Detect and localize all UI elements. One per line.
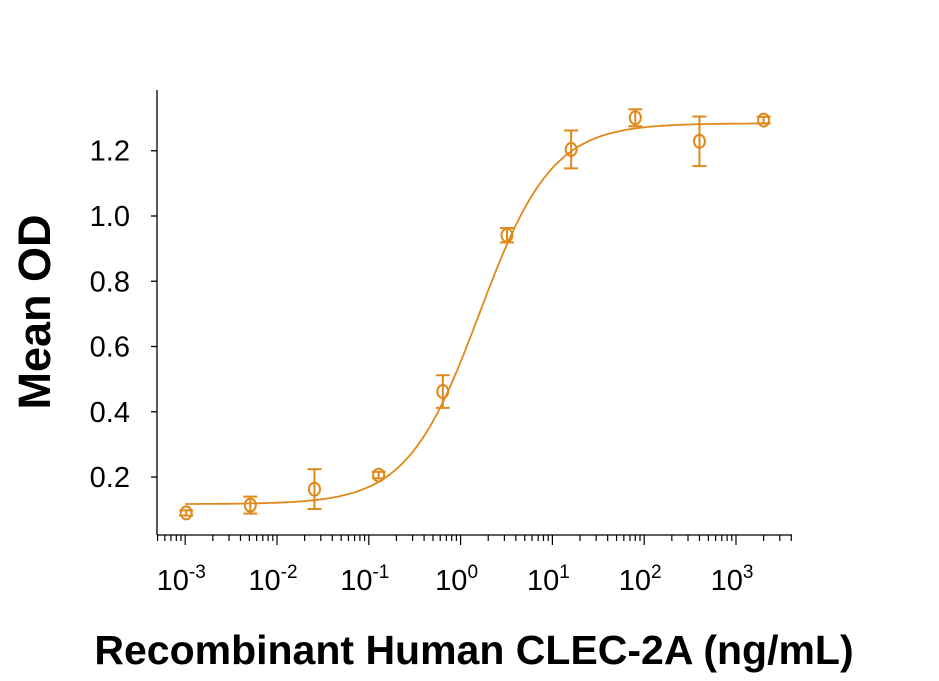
x-tick-exponent: -1 (372, 562, 389, 583)
x-tick-exponent: 1 (559, 562, 570, 583)
data-point (564, 129, 579, 170)
fit-curve-group (185, 122, 764, 505)
y-tick-label: 1.2 (90, 136, 130, 168)
x-axis-title: Recombinant Human CLEC-2A (ng/mL) (94, 627, 853, 673)
data-point (307, 468, 322, 511)
x-tick-base: 10 (619, 565, 651, 597)
x-tick-base: 10 (248, 565, 280, 597)
y-ticks: 0.2 0.4 0.6 0.8 1.0 1.2 (90, 136, 157, 494)
data-point (628, 108, 643, 128)
y-tick-label: 0.6 (90, 332, 130, 364)
x-tick-base: 10 (435, 565, 467, 597)
y-tick-label: 0.4 (90, 397, 130, 429)
x-tick-base: 10 (340, 565, 372, 597)
x-ticks: 10-3 10-2 10-1 100 101 102 103 (157, 535, 792, 597)
point-marker (564, 141, 578, 157)
x-tick-base: 10 (711, 565, 743, 597)
y-axis-title: Mean OD (9, 214, 60, 409)
point-marker (692, 133, 706, 149)
data-point (243, 495, 258, 515)
point-marker (757, 112, 771, 128)
x-tick-label: 10-1 (340, 562, 389, 597)
data-point (371, 467, 386, 483)
x-tick-label: 102 (619, 562, 662, 597)
data-points (179, 108, 771, 521)
y-tick-label: 0.2 (90, 462, 130, 494)
data-point (435, 374, 450, 409)
x-tick-base: 10 (527, 565, 559, 597)
x-tick-label: 10-3 (157, 562, 206, 597)
x-tick-exponent: 0 (467, 562, 478, 583)
x-tick-label: 103 (711, 562, 754, 597)
point-marker (243, 497, 257, 513)
x-tick-base: 10 (157, 565, 189, 597)
x-tick-exponent: -2 (281, 562, 298, 583)
point-marker (372, 467, 386, 483)
x-tick-exponent: 3 (743, 562, 754, 583)
point-marker (436, 384, 450, 400)
point-marker (500, 227, 514, 243)
x-tick-label: 10-2 (248, 562, 297, 597)
y-tick-label: 0.8 (90, 266, 130, 298)
fit-curve (185, 122, 764, 505)
axes (156, 90, 792, 536)
data-point (499, 227, 514, 244)
data-point (692, 115, 707, 168)
point-marker (628, 110, 642, 126)
y-tick-label: 1.0 (90, 201, 130, 233)
data-point (756, 112, 771, 128)
point-marker (179, 505, 193, 521)
x-tick-label: 100 (435, 562, 478, 597)
data-point (179, 505, 194, 521)
x-tick-label: 101 (527, 562, 570, 597)
x-tick-exponent: -3 (189, 562, 206, 583)
point-marker (307, 481, 321, 497)
x-tick-exponent: 2 (651, 562, 662, 583)
